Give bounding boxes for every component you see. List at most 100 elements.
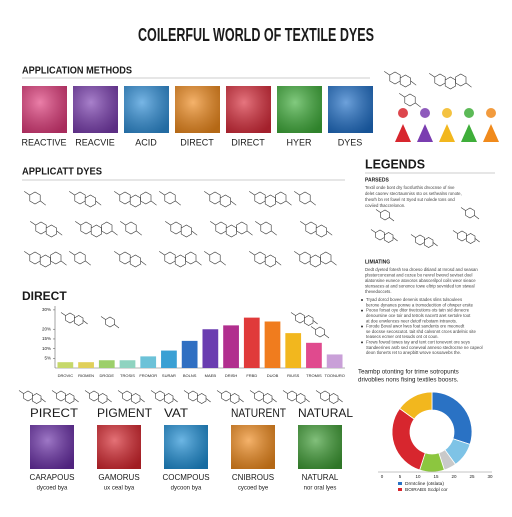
- swatch-texture: [30, 425, 74, 469]
- molecule: [69, 191, 102, 208]
- ring: [65, 312, 75, 324]
- type-heading: PIRECT: [30, 406, 79, 420]
- bond: [165, 221, 171, 226]
- bond: [69, 191, 75, 196]
- cone: [483, 124, 499, 142]
- swatch-label: DYES: [338, 137, 363, 147]
- ring: [74, 191, 86, 205]
- bond: [60, 260, 67, 266]
- bond: [82, 320, 88, 325]
- bond: [60, 312, 66, 316]
- donut-segment: [431, 391, 473, 445]
- bond: [84, 390, 90, 394]
- legends-subheading: LIMIATING: [365, 259, 390, 265]
- ring: [185, 251, 197, 265]
- swatch-texture: [298, 425, 342, 469]
- caption: Teambp otonting for trime sotropunts: [358, 369, 459, 376]
- ring: [45, 224, 57, 238]
- ring: [275, 191, 287, 205]
- bond: [238, 398, 244, 403]
- ring: [164, 393, 174, 404]
- type-heading: PIGMENT: [97, 406, 153, 420]
- bond: [389, 217, 395, 222]
- legend-text: thevedoccets.: [365, 289, 392, 294]
- bond: [337, 398, 343, 403]
- legend-text: delet caorev stecrtaunniss sto os sethea…: [365, 191, 462, 196]
- molecule: [210, 221, 253, 238]
- ring: [125, 221, 137, 235]
- bond: [255, 221, 261, 226]
- ring: [215, 221, 227, 235]
- bond: [204, 191, 210, 196]
- molecule: [204, 191, 237, 208]
- bond: [324, 334, 330, 339]
- molecule: [30, 221, 63, 238]
- legend-text: Pooso forsat oye ditor tivetcutions ots …: [366, 308, 470, 313]
- swatch-texture: [97, 425, 141, 469]
- ring: [295, 312, 305, 324]
- tick-label: 0: [381, 474, 384, 479]
- bond: [30, 221, 36, 226]
- bond: [191, 230, 198, 236]
- bar: [306, 342, 322, 368]
- bond: [75, 221, 81, 226]
- molecule: [165, 221, 198, 238]
- molecule: [24, 251, 67, 268]
- molecule: [300, 221, 333, 238]
- bond: [249, 251, 255, 256]
- ring: [129, 194, 141, 208]
- molecule: [18, 390, 46, 404]
- molecule: [399, 93, 421, 108]
- molecule: [183, 390, 211, 404]
- legend-text: se docsse secoscutot. tait shd calvsnnt …: [366, 329, 476, 334]
- bond: [139, 398, 145, 403]
- bead: [464, 108, 474, 118]
- x-tick-label: BOLNS: [183, 373, 197, 378]
- bond: [140, 260, 147, 266]
- swatch-label: DIRECT: [180, 137, 214, 147]
- bar: [285, 333, 302, 368]
- bond: [69, 251, 75, 256]
- legend-text: at doe enwlences neer detotf rebotarn in…: [366, 318, 457, 323]
- bead: [486, 108, 496, 118]
- bond: [114, 251, 120, 256]
- x-tick-label: TROMIS: [306, 373, 322, 378]
- bar: [119, 360, 136, 368]
- molecule: [370, 229, 398, 243]
- ring: [424, 237, 434, 248]
- ring: [415, 234, 425, 246]
- bond: [150, 390, 156, 394]
- ring: [466, 233, 476, 244]
- type-heading: NATURAL: [298, 406, 353, 420]
- molecule: [204, 251, 226, 266]
- bond: [399, 93, 405, 98]
- x-tick-label: RIUSS: [287, 373, 300, 378]
- bond: [452, 230, 458, 234]
- molecule: [452, 230, 480, 244]
- ring: [119, 191, 131, 205]
- section-heading: APPLICATION METHODS: [22, 66, 132, 77]
- molecule: [75, 221, 118, 238]
- tick-label: 5: [399, 474, 402, 479]
- tick-label: 15: [433, 474, 439, 479]
- bond: [304, 398, 310, 403]
- ring: [29, 251, 41, 265]
- legend-swatch: [398, 482, 402, 485]
- swatch-texture: [277, 86, 322, 133]
- bond: [85, 260, 91, 266]
- swatch-texture: [124, 86, 169, 133]
- bar: [78, 362, 94, 368]
- ring: [455, 73, 467, 87]
- bond: [460, 207, 466, 211]
- donut-segment: [399, 391, 433, 420]
- bar: [161, 350, 177, 368]
- bond: [410, 80, 417, 86]
- bond: [100, 316, 106, 320]
- molecule: [120, 221, 142, 236]
- bar: [181, 340, 198, 368]
- bond: [312, 320, 318, 325]
- legend-text: coviied thaccrelonon.: [365, 203, 405, 208]
- molecule: [249, 390, 277, 404]
- swatch-texture: [73, 86, 118, 133]
- swatch-sublabel: ux ceal bya: [104, 486, 135, 492]
